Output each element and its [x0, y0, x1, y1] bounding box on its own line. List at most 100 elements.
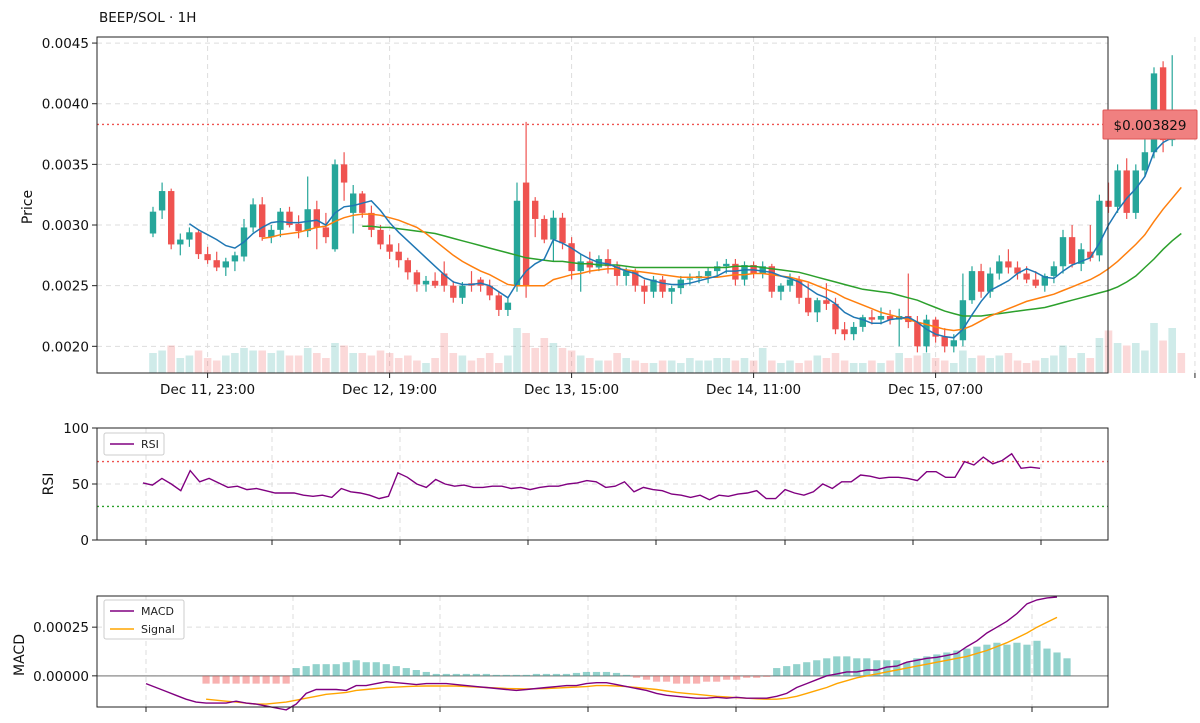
- candle-body: [714, 266, 721, 272]
- volume-bar: [604, 360, 612, 373]
- volume-bar: [385, 353, 394, 373]
- macd-hist-bar: [753, 675, 761, 678]
- volume-bar: [722, 358, 731, 373]
- macd-hist-bar: [322, 664, 330, 676]
- macd-hist-bar: [743, 675, 751, 678]
- candle-body: [158, 191, 166, 211]
- candle-body: [686, 278, 694, 280]
- macd-legend-label: MACD: [141, 605, 174, 618]
- volume-bar: [859, 363, 867, 373]
- candle-body: [304, 209, 311, 232]
- candle-body: [959, 300, 967, 341]
- macd-hist-bar: [813, 660, 821, 676]
- volume-bar: [349, 353, 357, 373]
- volume-bar: [504, 355, 512, 373]
- volume-bar: [768, 360, 776, 373]
- volume-bar: [522, 333, 530, 373]
- candle-body: [486, 285, 493, 296]
- macd-hist-bar: [873, 660, 881, 676]
- volume-bar: [868, 360, 876, 373]
- candle-body: [723, 263, 730, 267]
- price-grid: [97, 37, 1196, 373]
- volume-bar: [704, 360, 712, 373]
- macd-hist-bar: [472, 673, 480, 676]
- volume-bar: [249, 350, 257, 373]
- volume-bar: [695, 360, 703, 373]
- volume-bar: [758, 348, 767, 373]
- volume-bar: [449, 353, 458, 373]
- macd-hist-bar: [292, 668, 300, 676]
- macd-hist-bar: [733, 675, 741, 680]
- macd-hist-bar: [202, 675, 210, 684]
- rsi-ytick-label: 0: [80, 533, 89, 549]
- candle-body: [759, 266, 766, 274]
- candle-body: [786, 279, 794, 286]
- price-ytick-label: 0.0035: [42, 157, 89, 173]
- candle-body: [368, 212, 375, 230]
- candle-body: [404, 260, 411, 273]
- volume-bar: [485, 353, 494, 373]
- macd-lines: [145, 596, 1058, 711]
- price-axes: 0.0020 0.0025 0.0030 0.0035 0.0040 0.0045 Dec …: [42, 36, 1196, 398]
- candle-body: [459, 285, 466, 298]
- volume-bar: [285, 355, 294, 373]
- candle-body: [541, 218, 548, 240]
- candle-body: [795, 279, 803, 298]
- macd-hist-bar: [1033, 640, 1041, 676]
- candles: [149, 55, 1185, 353]
- macd-hist-bar: [863, 658, 871, 676]
- volume-bar: [622, 358, 630, 373]
- volume-bar: [431, 358, 439, 373]
- macd-hist-bar: [903, 662, 911, 676]
- candle-body: [177, 239, 184, 245]
- candle-body: [441, 273, 448, 286]
- candle-body: [1096, 200, 1103, 256]
- volume-bar: [1041, 358, 1049, 373]
- price-ytick-label: 0.0030: [42, 218, 89, 234]
- candle-body: [195, 232, 202, 255]
- volume-bar: [813, 355, 822, 373]
- price-xtick-label: Dec 13, 15:00: [524, 382, 619, 398]
- macd-hist-bar: [482, 673, 490, 676]
- macd-hist-bar: [672, 675, 681, 684]
- volume-bar: [404, 355, 412, 373]
- macd-hist-bar: [1003, 644, 1011, 676]
- volume-bar: [276, 350, 285, 373]
- volume-bar: [1159, 340, 1167, 373]
- rsi-axes: 0 50 100: [63, 421, 1109, 549]
- candle-body: [987, 273, 994, 292]
- macd-hist-bar: [362, 662, 370, 676]
- candle-body: [522, 182, 530, 286]
- candle-body: [859, 317, 866, 327]
- volume-bar: [549, 343, 558, 373]
- volume-bar: [331, 343, 339, 373]
- macd-hist-bar: [622, 674, 631, 676]
- macd-hist-bar: [682, 675, 691, 684]
- candle-body: [568, 243, 575, 272]
- volume-bar: [1022, 363, 1031, 373]
- candle-body: [704, 271, 712, 276]
- candle-body: [741, 265, 748, 280]
- volume-bar: [313, 353, 321, 373]
- candle-body: [950, 340, 957, 347]
- volume-bar: [886, 360, 894, 373]
- price-xtick-label: Dec 12, 19:00: [342, 382, 437, 398]
- macd-hist-bar: [522, 674, 531, 676]
- macd-hist-bar: [803, 662, 811, 676]
- candle-body: [168, 191, 175, 245]
- rsi-legend-label: RSI: [141, 438, 159, 451]
- macd-hist-bar: [913, 658, 921, 676]
- volume-bar: [294, 355, 303, 373]
- candle-body: [777, 285, 785, 292]
- macd-hist-bar: [983, 644, 991, 676]
- rsi-line: [142, 452, 1041, 501]
- candle-body: [832, 303, 839, 330]
- candle-body: [231, 255, 239, 262]
- candle-body: [149, 211, 157, 234]
- macd-hist-bar: [422, 671, 430, 676]
- macd-hist-bar: [933, 654, 941, 676]
- candle-body: [450, 285, 457, 298]
- volume-bar: [1122, 345, 1131, 373]
